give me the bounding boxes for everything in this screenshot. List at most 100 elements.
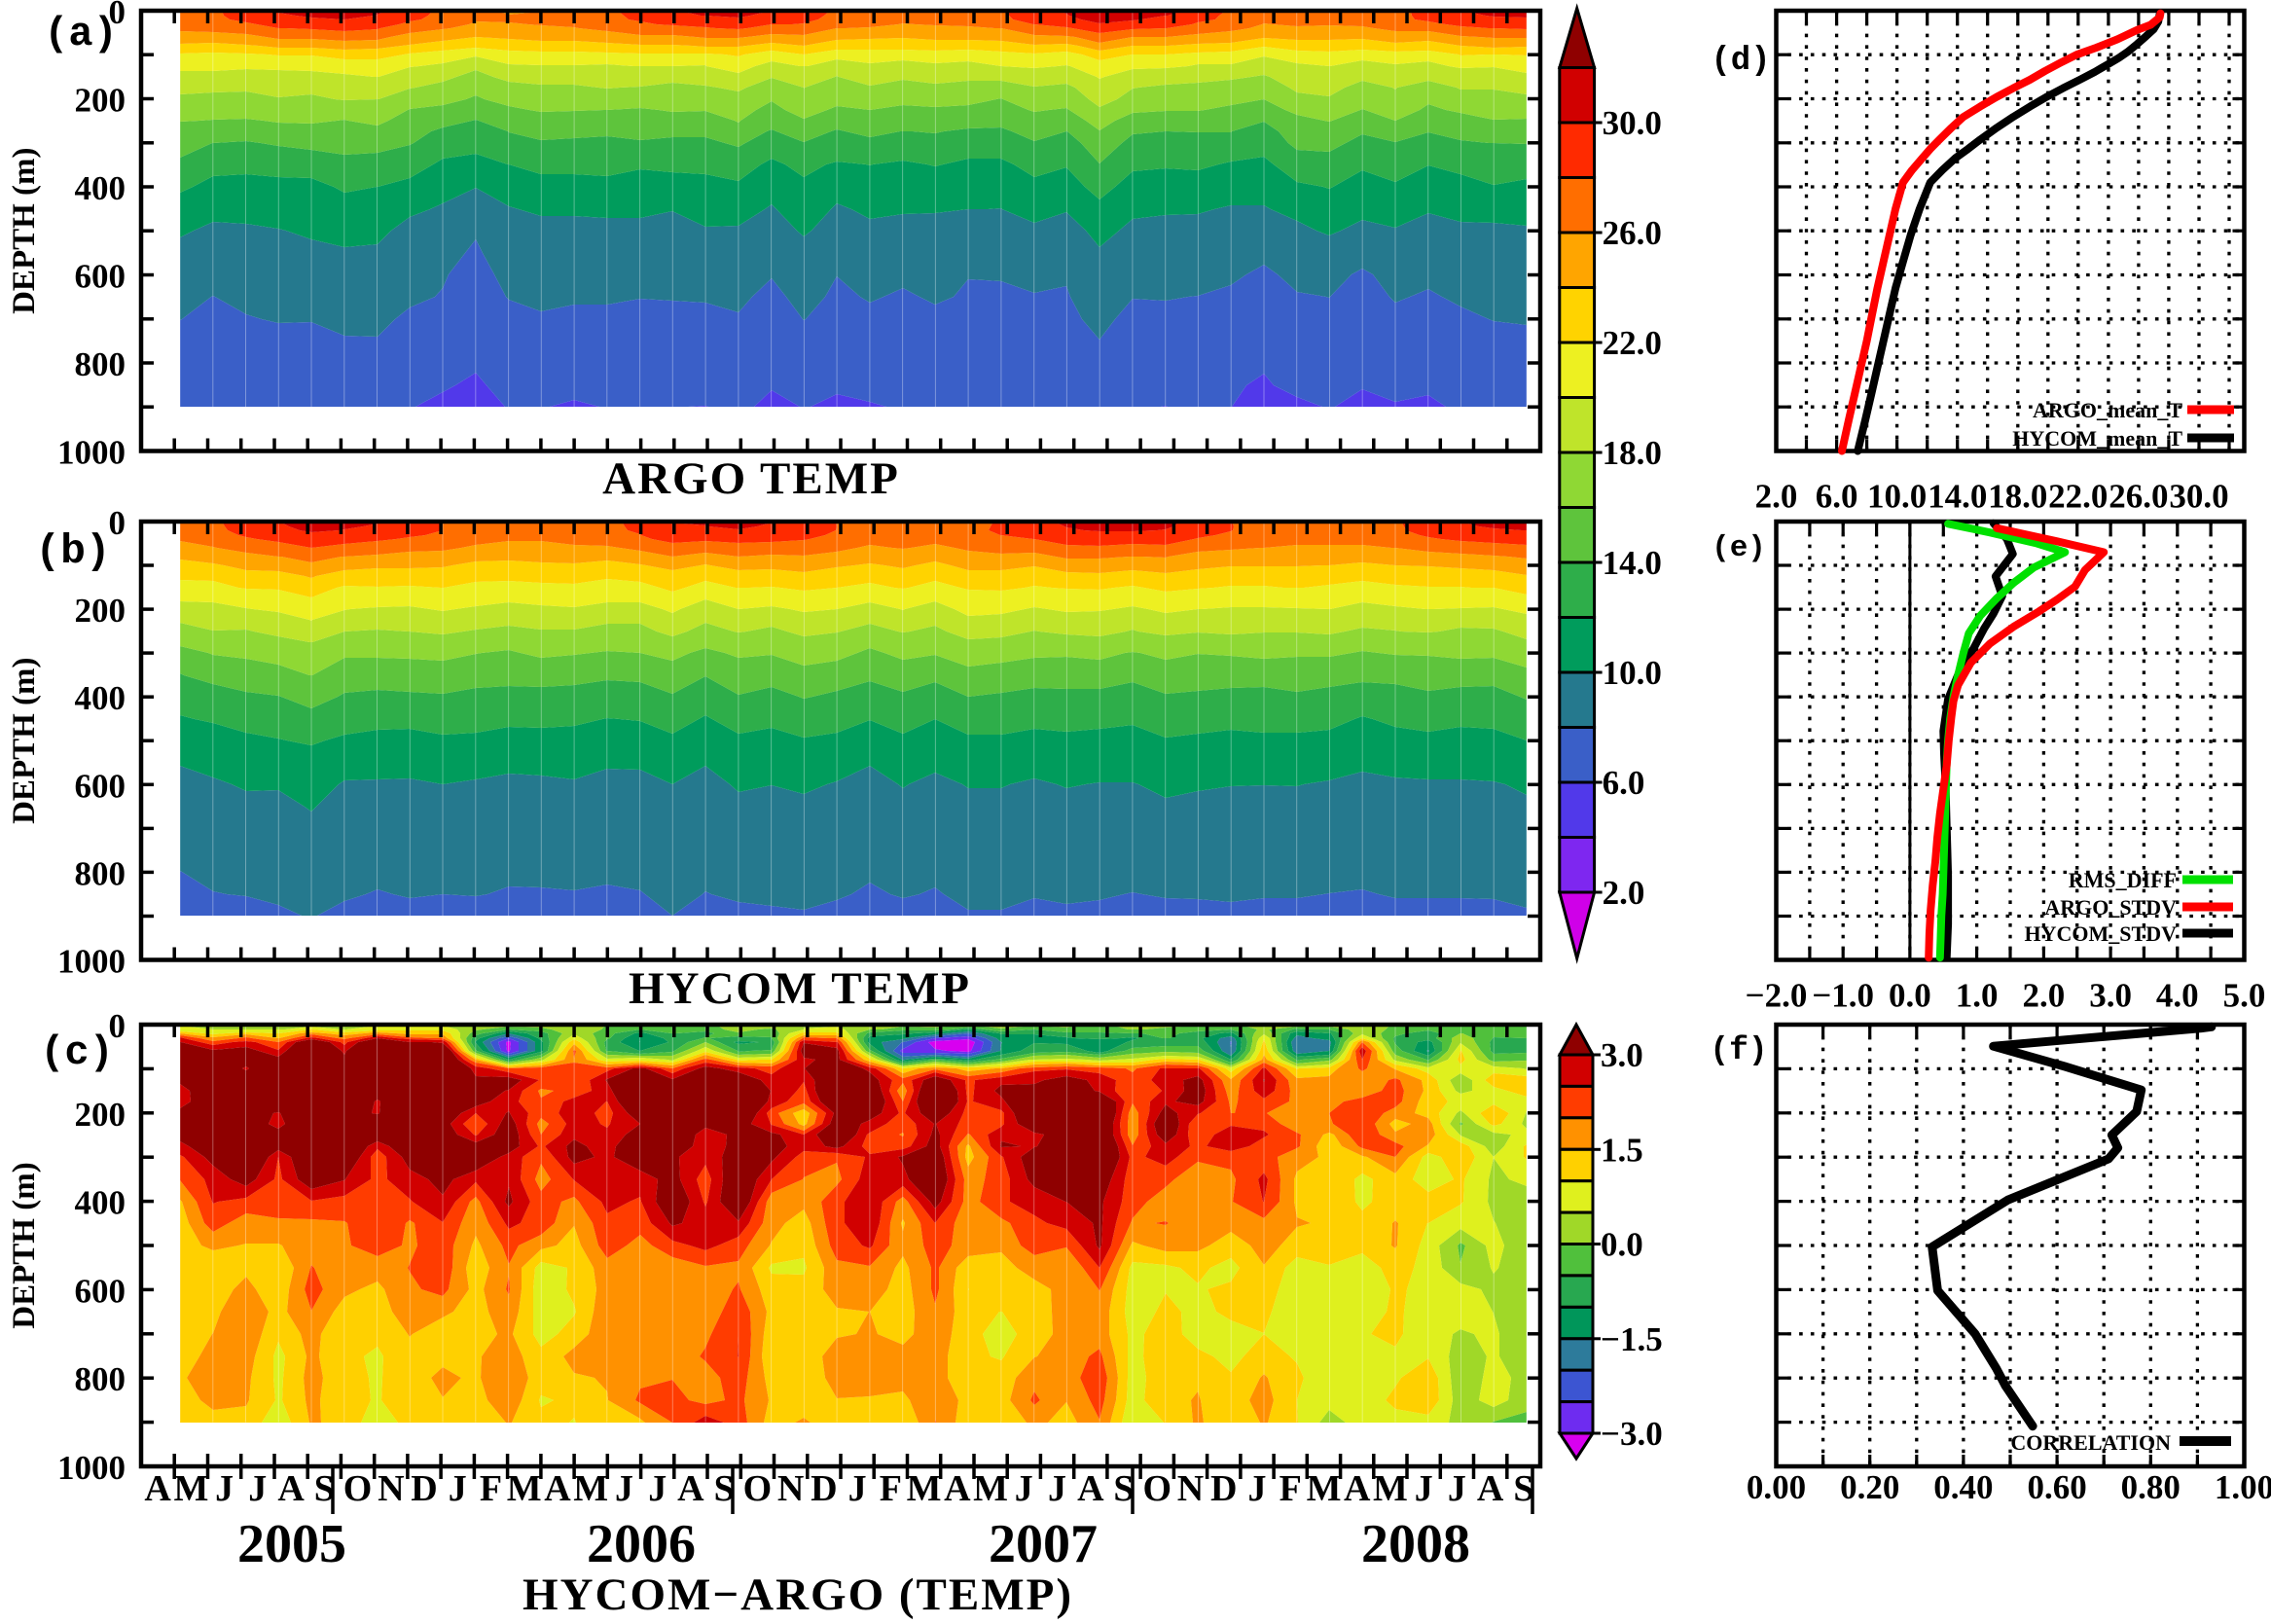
svg-text:S: S [714,1468,735,1509]
svg-text:F: F [880,1468,902,1509]
svg-text:0.80: 0.80 [2121,1468,2181,1506]
svg-text:J: J [1048,1468,1066,1509]
svg-text:M: M [507,1468,542,1509]
svg-text:400: 400 [75,679,126,717]
svg-text:HYCOM_mean_T: HYCOM_mean_T [2012,426,2182,451]
svg-text:0.0: 0.0 [1601,1226,1643,1264]
svg-text:M: M [907,1468,942,1509]
svg-text:J: J [1248,1468,1267,1509]
svg-text:10.0: 10.0 [1603,654,1662,692]
svg-text:F: F [480,1468,502,1509]
svg-text:0: 0 [109,1007,126,1045]
svg-text:800: 800 [75,1360,126,1398]
svg-text:1000: 1000 [57,434,126,472]
svg-text:A: A [144,1468,171,1509]
svg-text:1.00: 1.00 [2215,1468,2271,1506]
svg-text:A: A [944,1468,971,1509]
svg-text:−1.0: −1.0 [1812,977,1874,1015]
svg-text:(f): (f) [1710,1032,1767,1068]
svg-text:HYCOM−ARGO (TEMP): HYCOM−ARGO (TEMP) [523,1570,1073,1620]
svg-text:18.0: 18.0 [1988,478,2047,516]
svg-text:−3.0: −3.0 [1601,1415,1663,1453]
svg-text:−2.0: −2.0 [1746,977,1808,1015]
svg-text:ARGO_mean_T: ARGO_mean_T [2033,398,2182,422]
svg-text:M: M [1307,1468,1342,1509]
svg-text:J: J [615,1468,633,1509]
svg-text:14.0: 14.0 [1603,544,1662,582]
svg-text:O: O [343,1468,373,1509]
svg-text:1.0: 1.0 [1956,977,1999,1015]
svg-text:A: A [277,1468,305,1509]
svg-text:2006: 2006 [587,1514,696,1574]
svg-text:0: 0 [109,504,126,542]
svg-text:2.0: 2.0 [2023,977,2066,1015]
svg-text:N: N [378,1468,404,1509]
svg-text:30.0: 30.0 [1603,104,1662,142]
svg-text:1000: 1000 [57,943,126,981]
svg-text:800: 800 [75,345,126,383]
svg-text:0.20: 0.20 [1840,1468,1899,1506]
svg-text:200: 200 [75,592,126,630]
svg-text:J: J [248,1468,267,1509]
svg-text:M: M [173,1468,208,1509]
svg-text:1.5: 1.5 [1601,1131,1643,1169]
svg-text:D: D [1210,1468,1237,1509]
svg-text:3.0: 3.0 [1601,1036,1643,1074]
svg-text:400: 400 [75,1184,126,1222]
svg-text:0: 0 [109,0,126,31]
svg-text:S: S [1513,1468,1533,1509]
svg-text:0.00: 0.00 [1747,1468,1806,1506]
svg-text:4.0: 4.0 [2156,977,2199,1015]
svg-text:2.0: 2.0 [1755,478,1798,516]
svg-text:A: A [544,1468,571,1509]
svg-text:F: F [1280,1468,1302,1509]
svg-text:0.60: 0.60 [2027,1468,2086,1506]
svg-text:(e): (e) [1712,531,1766,565]
svg-text:(a): (a) [44,11,118,57]
svg-text:−1.5: −1.5 [1601,1320,1663,1358]
svg-text:22.0: 22.0 [1603,324,1662,362]
svg-text:30.0: 30.0 [2169,478,2228,516]
svg-text:5.0: 5.0 [2223,977,2266,1015]
svg-text:O: O [1143,1468,1172,1509]
svg-text:S: S [314,1468,335,1509]
svg-text:A: A [1344,1468,1371,1509]
svg-text:2.0: 2.0 [1603,874,1645,912]
svg-text:(c): (c) [40,1029,114,1076]
svg-text:(b): (b) [35,527,110,575]
svg-text:N: N [1177,1468,1204,1509]
svg-text:22.0: 22.0 [2048,478,2108,516]
svg-text:RMS_DIFF: RMS_DIFF [2069,868,2177,892]
svg-text:6.0: 6.0 [1603,764,1645,802]
svg-text:400: 400 [75,169,126,207]
svg-text:J: J [1415,1468,1433,1509]
svg-text:A: A [677,1468,704,1509]
svg-text:O: O [743,1468,773,1509]
svg-text:J: J [1448,1468,1466,1509]
svg-text:J: J [215,1468,234,1509]
svg-text:800: 800 [75,854,126,892]
svg-text:D: D [811,1468,837,1509]
svg-text:M: M [1373,1468,1408,1509]
svg-text:M: M [973,1468,1008,1509]
svg-text:600: 600 [75,258,126,296]
svg-text:200: 200 [75,82,126,120]
svg-text:J: J [648,1468,667,1509]
svg-text:M: M [573,1468,608,1509]
svg-text:14.0: 14.0 [1928,478,1987,516]
svg-text:A: A [1477,1468,1504,1509]
svg-text:J: J [848,1468,867,1509]
svg-text:J: J [449,1468,467,1509]
svg-text:ARGO_STDV: ARGO_STDV [2044,895,2177,920]
svg-text:3.0: 3.0 [2089,977,2132,1015]
svg-text:2005: 2005 [237,1514,346,1574]
svg-text:1000: 1000 [57,1449,126,1487]
svg-text:HYCOM TEMP: HYCOM TEMP [629,963,971,1014]
svg-text:A: A [1077,1468,1104,1509]
svg-text:600: 600 [75,1272,126,1310]
svg-text:2008: 2008 [1361,1514,1470,1574]
svg-text:DEPTH (m): DEPTH (m) [7,1162,42,1328]
svg-text:DEPTH (m): DEPTH (m) [7,657,42,823]
svg-text:(d): (d) [1711,43,1770,80]
svg-text:18.0: 18.0 [1603,434,1662,472]
